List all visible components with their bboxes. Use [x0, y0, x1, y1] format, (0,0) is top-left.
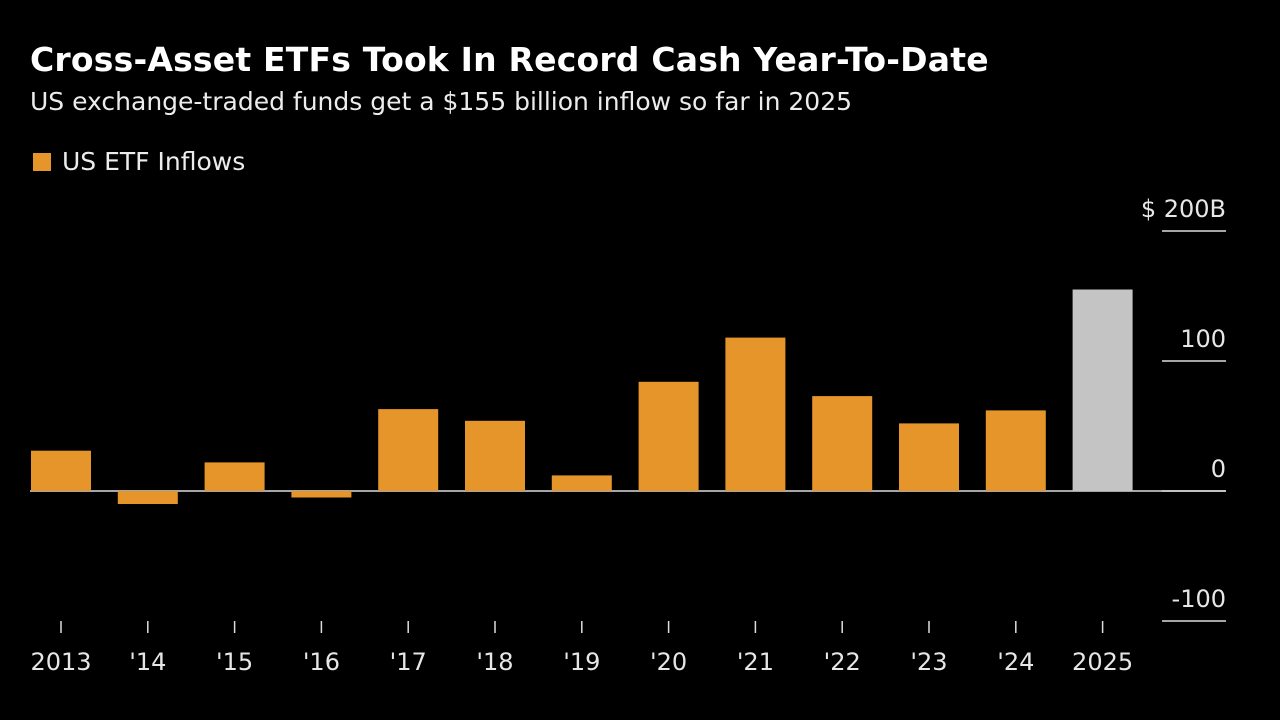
legend: US ETF Inflows: [33, 147, 245, 176]
chart-subtitle: US exchange-traded funds get a $155 bill…: [30, 87, 853, 116]
bar-23: [899, 423, 959, 491]
y-tick-label: -100: [1172, 585, 1226, 613]
bar-18: [465, 420, 525, 491]
bar-21: [725, 337, 786, 491]
x-tick-label: '23: [910, 648, 947, 676]
x-tick-label: 2013: [30, 648, 91, 676]
y-tick-label: 0: [1211, 455, 1226, 483]
bar-24: [985, 410, 1046, 491]
x-tick-label: 2025: [1072, 648, 1133, 676]
x-tick-label: '22: [824, 648, 861, 676]
x-tick-label: '21: [737, 648, 774, 676]
x-tick-label: '24: [997, 648, 1034, 676]
bar-15: [204, 462, 265, 491]
bar-20: [638, 381, 699, 491]
bar-2013: [31, 450, 91, 491]
x-tick-label: '20: [650, 648, 687, 676]
legend-swatch: [33, 152, 51, 171]
bar-22: [812, 396, 873, 491]
chart-title: Cross-Asset ETFs Took In Record Cash Yea…: [30, 40, 989, 79]
x-tick-label: '16: [303, 648, 340, 676]
x-tick-label: '14: [129, 648, 166, 676]
x-tick-label: '18: [476, 648, 513, 676]
y-tick-label: 100: [1180, 325, 1226, 353]
bar-2025: [1072, 289, 1133, 491]
x-tick-label: '19: [563, 648, 600, 676]
x-tick-label: '17: [390, 648, 427, 676]
x-tick-label: '15: [216, 648, 253, 676]
legend-label: US ETF Inflows: [62, 147, 246, 176]
bar-17: [378, 409, 439, 491]
y-tick-label: $ 200B: [1141, 195, 1226, 223]
bar-19: [551, 475, 612, 491]
bar-16: [291, 491, 352, 498]
bar-14: [117, 491, 178, 504]
